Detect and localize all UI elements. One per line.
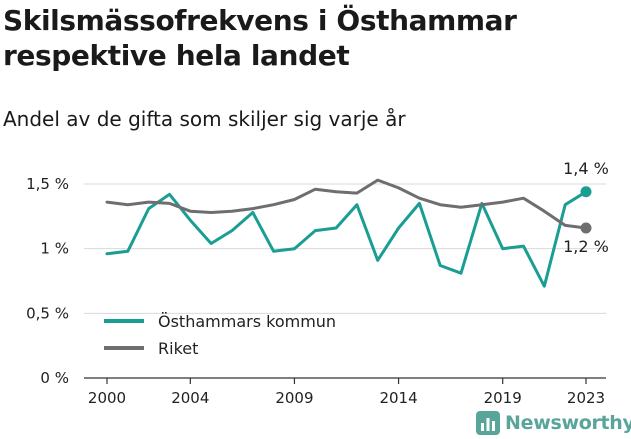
end-point-riket — [580, 222, 592, 234]
y-tick-label: 1,5 % — [26, 175, 69, 193]
end-markers: 1,4 % 1,2 % — [563, 159, 609, 256]
x-axis: 2000 2004 2009 2014 2019 2023 — [84, 377, 606, 407]
x-tick-label: 2014 — [379, 389, 417, 407]
end-label-riket: 1,2 % — [563, 237, 609, 256]
gridlines — [84, 183, 606, 314]
chart-title: Skilsmässofrekvens i Östhammar respektiv… — [3, 4, 517, 72]
logo-text: Newsworthy — [505, 412, 631, 434]
end-point-osthammar — [580, 186, 592, 198]
series-lines — [105, 178, 588, 288]
y-tick-label: 0,5 % — [26, 304, 69, 322]
end-label-osthammar: 1,4 % — [563, 159, 609, 178]
y-tick-label: 1 % — [40, 240, 69, 258]
x-tick-label: 2004 — [171, 389, 209, 407]
newsworthy-logo: Newsworthy — [476, 409, 631, 437]
x-tick-label: 2019 — [484, 389, 522, 407]
x-tick-label: 2023 — [567, 389, 605, 407]
series-line-osthammar — [105, 190, 588, 288]
y-tick-label: 0 % — [40, 369, 69, 387]
legend-label-osthammar: Östhammars kommun — [158, 312, 336, 331]
legend: Östhammars kommun Riket — [104, 312, 336, 358]
legend-label-riket: Riket — [158, 339, 198, 358]
chart-subtitle: Andel av de gifta som skiljer sig varje … — [3, 107, 406, 131]
y-axis-labels: 0 % 0,5 % 1 % 1,5 % — [26, 175, 69, 387]
x-tick-label: 2000 — [88, 389, 126, 407]
series-line-riket — [105, 178, 588, 230]
bar-chart-logo-icon — [476, 411, 500, 435]
x-tick-label: 2009 — [275, 389, 313, 407]
